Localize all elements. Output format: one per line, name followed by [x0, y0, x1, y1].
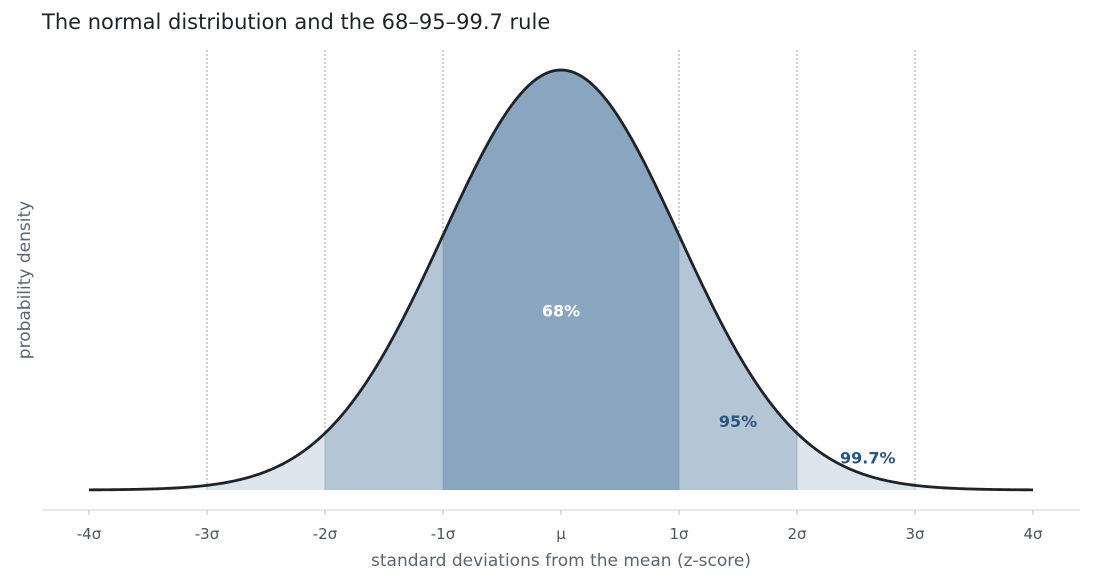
- band-label: 99.7%: [840, 449, 896, 468]
- x-tick-labels: -4σ -3σ -2σ -1σ μ 1σ 2σ 3σ 4σ: [77, 510, 1043, 543]
- x-tick-label: 2σ: [787, 525, 807, 543]
- sigma-bands: [89, 70, 1033, 490]
- x-tick-label: -2σ: [313, 525, 338, 543]
- band-label: 95%: [719, 412, 757, 431]
- band-label: 68%: [542, 301, 580, 320]
- x-axis-label: standard deviations from the mean (z-sco…: [371, 551, 751, 571]
- band-68: [443, 70, 679, 490]
- x-tick-label: 3σ: [905, 525, 925, 543]
- density-curve: [88, 68, 1034, 492]
- x-tick-label: 4σ: [1023, 525, 1043, 543]
- x-tick-label: μ: [556, 525, 566, 543]
- band-labels: 99.7% 95% 68%: [542, 301, 896, 467]
- x-tick-label: -1σ: [431, 525, 456, 543]
- x-tick-label: 1σ: [669, 525, 689, 543]
- chart-title: The normal distribution and the 68–95–99…: [42, 10, 551, 34]
- x-tick-label: -4σ: [77, 525, 102, 543]
- x-tick-label: -3σ: [195, 525, 220, 543]
- y-axis-label: probability density: [15, 201, 35, 359]
